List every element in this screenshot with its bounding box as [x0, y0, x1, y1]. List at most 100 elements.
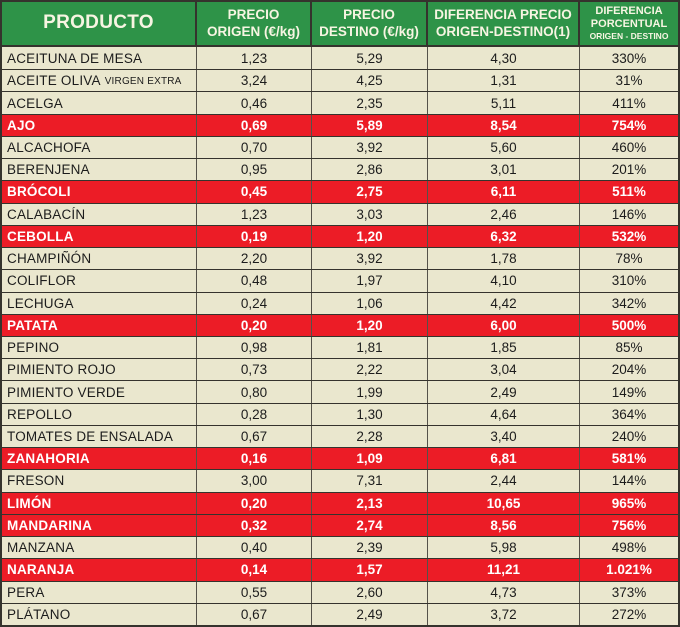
product-name: MANDARINA — [7, 517, 93, 533]
price-difference-cell: 6,32 — [428, 225, 580, 248]
destination-price-cell: 5,29 — [312, 47, 428, 70]
origin-price-cell: 0,20 — [197, 492, 312, 514]
header-destino-line1: PRECIO — [343, 7, 395, 23]
percent-difference-cell: 201% — [611, 162, 647, 178]
product-cell: PEPINO — [2, 337, 197, 359]
product-name: PIMIENTO VERDE — [7, 384, 126, 400]
price-difference-cell: 5,98 — [428, 537, 580, 559]
product-cell: REPOLLO — [2, 403, 197, 425]
percent-difference-cell: 532% — [611, 228, 647, 244]
price-difference-cell: 4,64 — [428, 403, 580, 425]
destination-price-cell: 2,13 — [312, 492, 428, 514]
header-porcentual-line2: PORCENTUAL — [590, 18, 668, 31]
product-name: BERENJENA — [7, 162, 90, 178]
header-cell-precio-destino: PRECIO DESTINO (€/kg) — [312, 2, 428, 45]
product-name: PEPINO — [7, 340, 60, 356]
product-cell: ACELGA — [2, 92, 197, 114]
destination-price-cell: 1,57 — [312, 559, 428, 581]
price-difference-cell: 4,73 — [428, 581, 580, 603]
table-row: LECHUGA 0,24 1,06 4,42 342% — [2, 291, 678, 314]
destination-price-cell: 2,60 — [312, 581, 428, 603]
origin-price-cell: 0,14 — [197, 559, 312, 581]
price-difference-cell: 8,56 — [428, 514, 580, 537]
product-name: MANZANA — [7, 540, 75, 556]
table-row: PIMIENTO ROJO 0,73 2,22 3,04 204% — [2, 358, 678, 381]
destination-price-cell: 2,22 — [312, 359, 428, 381]
table-row: ACEITUNA DE MESA 1,23 5,29 4,30 330% — [2, 47, 678, 70]
table-row: NARANJA 0,14 1,57 11,21 1.021% — [2, 558, 678, 581]
table-row: ZANAHORIA 0,16 1,09 6,81 581% — [2, 447, 678, 470]
percent-difference-cell: 149% — [611, 384, 647, 400]
price-difference-cell: 4,10 — [428, 270, 580, 292]
origin-price-cell: 0,70 — [197, 136, 312, 159]
percent-difference-cell: 272% — [611, 606, 647, 622]
destination-price-cell: 3,92 — [312, 136, 428, 159]
price-difference-cell: 5,60 — [428, 136, 580, 159]
table-row: PEPINO 0,98 1,81 1,85 85% — [2, 336, 678, 359]
table-row: AJO 0,69 5,89 8,54 754% — [2, 113, 678, 136]
price-difference-cell: 6,11 — [428, 181, 580, 203]
percent-difference-cell: 373% — [611, 584, 647, 600]
percent-difference-cell: 144% — [611, 473, 647, 489]
product-cell: ZANAHORIA — [2, 448, 197, 470]
table-row: FRESON 3,00 7,31 2,44 144% — [2, 469, 678, 492]
origin-price-cell: 0,46 — [197, 92, 312, 114]
product-cell: BERENJENA — [2, 159, 197, 181]
origin-price-cell: 3,24 — [197, 70, 312, 92]
header-producto-label: PRODUCTO — [43, 12, 154, 34]
destination-price-cell: 1,20 — [312, 314, 428, 336]
product-cell: PLÁTANO — [2, 603, 197, 625]
destination-price-cell: 2,74 — [312, 514, 428, 537]
origin-price-cell: 0,73 — [197, 359, 312, 381]
header-origen-line1: PRECIO — [227, 7, 280, 23]
price-difference-cell: 6,81 — [428, 448, 580, 470]
destination-price-cell: 3,92 — [312, 248, 428, 270]
origin-price-cell: 0,24 — [197, 292, 312, 314]
price-difference-cell: 1,78 — [428, 248, 580, 270]
percent-difference-cell: 965% — [611, 495, 647, 511]
price-difference-cell: 1,85 — [428, 337, 580, 359]
price-difference-cell: 8,54 — [428, 114, 580, 136]
header-porcentual-line1: DIFERENCIA — [595, 5, 663, 18]
header-cell-precio-origen: PRECIO ORIGEN (€/kg) — [197, 2, 312, 45]
product-name: BRÓCOLI — [7, 184, 71, 200]
origin-price-cell: 0,20 — [197, 314, 312, 336]
percent-difference-cell: 500% — [611, 317, 647, 333]
percent-difference-cell: 240% — [611, 429, 647, 445]
product-name: CEBOLLA — [7, 228, 74, 244]
percent-difference-cell: 460% — [611, 140, 647, 156]
origin-price-cell: 0,40 — [197, 537, 312, 559]
product-cell: CALABACÍN — [2, 203, 197, 225]
origin-price-cell: 3,00 — [197, 470, 312, 492]
percent-difference-cell: 754% — [611, 117, 647, 133]
product-cell: BRÓCOLI — [2, 181, 197, 203]
product-cell: COLIFLOR — [2, 270, 197, 292]
table-row: PATATA 0,20 1,20 6,00 500% — [2, 313, 678, 336]
header-destino-line2: DESTINO (€/kg) — [319, 23, 419, 39]
table-row: CALABACÍN 1,23 3,03 2,46 146% — [2, 202, 678, 225]
product-name: TOMATES DE ENSALADA — [7, 429, 174, 445]
price-difference-cell: 3,40 — [428, 425, 580, 448]
product-cell: PATATA — [2, 314, 197, 336]
table-row: BRÓCOLI 0,45 2,75 6,11 511% — [2, 180, 678, 203]
destination-price-cell: 3,03 — [312, 203, 428, 225]
destination-price-cell: 1,99 — [312, 381, 428, 403]
table-row: ACEITE OLIVA VIRGEN EXTRA 3,24 4,25 1,31… — [2, 69, 678, 92]
product-name-suffix: VIRGEN EXTRA — [104, 76, 182, 88]
product-name: PATATA — [7, 317, 58, 333]
table-row: MANDARINA 0,32 2,74 8,56 756% — [2, 513, 678, 537]
product-cell: CEBOLLA — [2, 225, 197, 248]
origin-price-cell: 0,69 — [197, 114, 312, 136]
origin-price-cell: 0,80 — [197, 381, 312, 403]
table-row: PERA 0,55 2,60 4,73 373% — [2, 580, 678, 603]
product-name: LIMÓN — [7, 495, 52, 511]
destination-price-cell: 2,28 — [312, 425, 428, 448]
percent-difference-cell: 581% — [611, 451, 647, 467]
table-row: MANZANA 0,40 2,39 5,98 498% — [2, 536, 678, 559]
table-row: COLIFLOR 0,48 1,97 4,10 310% — [2, 269, 678, 292]
product-name: ACEITE OLIVA — [7, 73, 101, 89]
product-name: NARANJA — [7, 562, 75, 578]
product-name: ACELGA — [7, 95, 63, 111]
product-name: CHAMPIÑÓN — [7, 251, 92, 267]
price-difference-cell: 3,01 — [428, 159, 580, 181]
